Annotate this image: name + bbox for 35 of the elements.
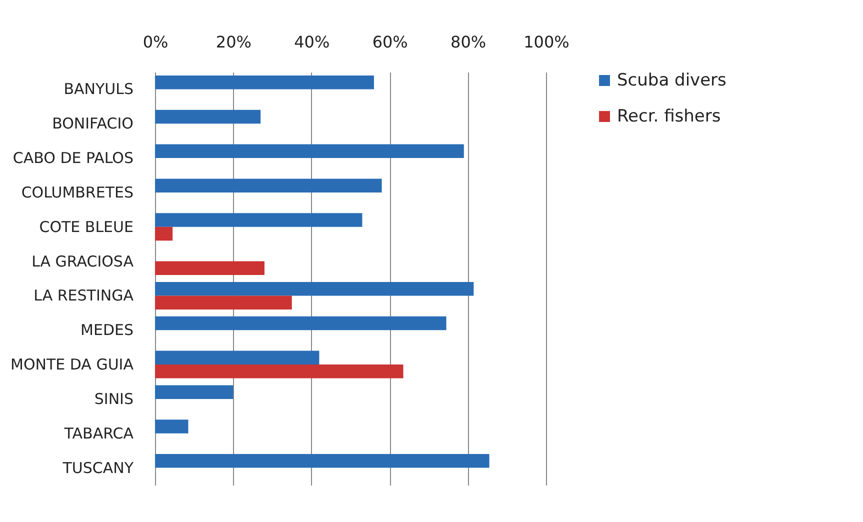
y-tick-label: BANYULS [64, 80, 134, 98]
x-tick-label: 20% [216, 32, 252, 52]
bar [155, 75, 374, 90]
bar [155, 110, 261, 124]
y-tick-label: CABO DE PALOS [12, 149, 134, 168]
x-tick-label: 40% [294, 32, 330, 52]
x-tick-label: 60% [372, 32, 408, 52]
bar [155, 364, 404, 378]
y-tick-label: COTE BLEUE [39, 218, 134, 236]
y-tick-label: LA GRACIOSA [32, 252, 134, 270]
bar [155, 178, 382, 192]
y-tick-label: TUSCANY [62, 458, 134, 477]
bar [155, 226, 173, 241]
legend-label: Scuba divers [617, 70, 727, 90]
x-tick-label: 100% [524, 32, 570, 52]
bar [155, 420, 188, 434]
bar [155, 454, 490, 468]
bar [155, 261, 264, 276]
y-tick-label: MONTE DA GUIA [10, 356, 134, 374]
y-tick-label: BONIFACIO [52, 114, 134, 133]
y-tick-label: SINIS [94, 390, 134, 408]
x-tick-label: 0% [142, 32, 168, 52]
bar [155, 213, 362, 227]
y-tick-label: MEDES [80, 321, 134, 340]
bar [155, 385, 234, 399]
y-tick-label: COLUMBRETES [21, 183, 134, 202]
bar [155, 350, 320, 365]
bar [155, 296, 292, 310]
y-tick-label: LA RESTINGA [34, 286, 134, 305]
bar [155, 282, 474, 296]
x-tick-label: 80% [450, 32, 486, 52]
y-tick-label: TABARCA [63, 424, 134, 442]
legend-label: Recr. fishers [617, 106, 721, 126]
bar [155, 316, 446, 330]
bar [155, 144, 464, 158]
